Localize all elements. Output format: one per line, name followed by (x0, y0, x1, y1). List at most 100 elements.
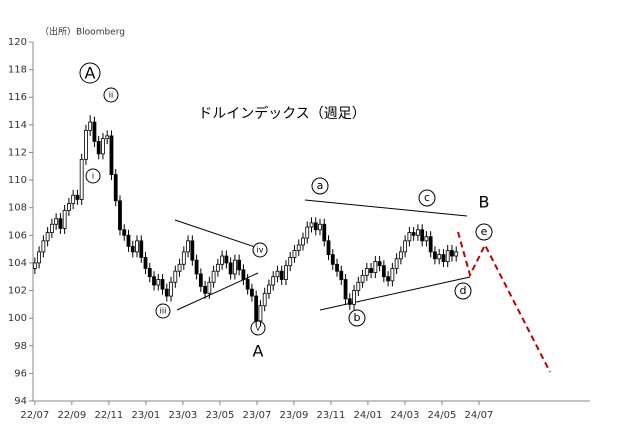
candle-body (160, 279, 165, 290)
candle-body (364, 268, 369, 276)
candle-body (41, 240, 46, 253)
candle-body (437, 254, 442, 260)
candle-body (390, 268, 395, 282)
x-tick-label: 24/05 (428, 410, 457, 421)
y-tick-label: 96 (14, 368, 27, 379)
wave-label: i (92, 172, 94, 181)
candle-body (169, 281, 173, 297)
candle-body (433, 251, 437, 260)
candle-body (441, 254, 446, 262)
candle-body (164, 288, 169, 297)
y-tick-label: 116 (8, 92, 27, 103)
wave-label: A (85, 64, 96, 83)
candle-body (49, 223, 54, 233)
x-tick-label: 23/11 (317, 410, 346, 421)
wave-label: b (354, 311, 361, 324)
candle-body (215, 263, 220, 272)
candle-body (279, 270, 284, 280)
candle-body (292, 250, 297, 258)
x-tick-label: 23/05 (205, 410, 234, 421)
y-tick-label: 106 (8, 230, 27, 241)
candle-body (66, 203, 71, 211)
candle-body (186, 240, 190, 253)
candle-body (224, 255, 229, 264)
candle-body (237, 259, 242, 271)
candle-body (377, 261, 382, 267)
candle-body (305, 226, 310, 239)
candle-body (347, 298, 352, 305)
candle-body (135, 240, 139, 253)
candle-body (156, 279, 161, 286)
candle-body (228, 262, 233, 275)
candle-body (79, 158, 84, 200)
y-tick-label: 98 (14, 341, 27, 352)
x-tick-label: 23/01 (131, 410, 160, 421)
x-tick-label: 23/09 (280, 410, 309, 421)
candle-body (335, 263, 339, 272)
candle-body (113, 174, 118, 202)
candle-body (241, 269, 246, 280)
candle-body (109, 135, 114, 175)
candle-body (428, 236, 433, 253)
candle-body (181, 251, 186, 265)
candle-body (330, 254, 335, 265)
x-tick-label: 23/07 (242, 410, 271, 421)
candle-body (194, 259, 199, 275)
x-tick-label: 22/11 (94, 410, 123, 421)
candle-body (84, 129, 88, 160)
candle-body (360, 274, 365, 283)
candle-body (394, 258, 399, 269)
wave-label: A (253, 342, 264, 361)
candle-body (301, 237, 305, 246)
candle-body (398, 251, 403, 260)
candle-body (54, 218, 59, 225)
wave-label: ii (109, 91, 113, 100)
candle-body (288, 256, 293, 267)
candle-body (407, 232, 412, 242)
x-tick-label: 24/07 (465, 410, 494, 421)
candle-body (96, 141, 101, 155)
y-tick-label: 114 (8, 120, 27, 131)
candle-body (101, 138, 105, 155)
candle-body (386, 276, 391, 282)
candle-body (356, 281, 361, 291)
y-tick-label: 100 (8, 313, 27, 324)
candle-body (152, 276, 156, 286)
candle-body (45, 232, 50, 242)
candle-body (275, 270, 280, 278)
wave-label: iv (257, 246, 264, 255)
wave-labels: A i ii iii iv v A a b c d e B (79, 62, 493, 361)
candle-body (454, 251, 459, 257)
candle-body (211, 270, 216, 283)
candle-body (207, 281, 212, 294)
candle-body (203, 285, 207, 294)
candle-body (284, 265, 288, 280)
chart-title: ドルインデックス（週足） (198, 105, 366, 122)
candle-body (326, 240, 331, 256)
x-tick-label: 23/03 (168, 410, 197, 421)
candle-body (250, 288, 254, 297)
candle-body (143, 256, 148, 269)
wave-label: e (481, 225, 488, 238)
candle-body (232, 259, 237, 275)
y-tick-label: 110 (8, 175, 27, 186)
candle-body (420, 229, 425, 242)
candle-body (450, 250, 454, 257)
candle-body (373, 261, 378, 273)
x-tick-label: 22/09 (57, 410, 86, 421)
candle-body (318, 223, 322, 231)
candle-body (88, 121, 93, 131)
source: （出所）Bloomberg (40, 26, 125, 38)
candle-body (262, 292, 267, 307)
y-tick-label: 94 (14, 396, 27, 407)
candle-body (424, 236, 429, 242)
candle-body (198, 273, 203, 287)
candle-body (339, 270, 344, 280)
x-tick-label: 24/01 (354, 410, 383, 421)
candle-body (71, 194, 76, 204)
candle-body (190, 240, 195, 261)
candle-body (254, 295, 259, 322)
candle-body (122, 229, 127, 236)
candle-body (92, 121, 97, 142)
